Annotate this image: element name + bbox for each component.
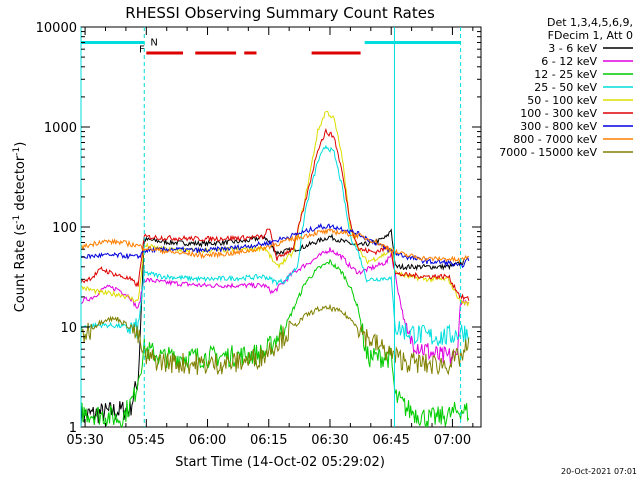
x-tick-label: 06:15: [250, 433, 287, 448]
legend-header-line2: FDecim 1, Att 0: [548, 29, 633, 42]
legend-label: 3 - 6 keV: [548, 42, 597, 55]
series-group: [80, 110, 470, 429]
series-line: [80, 228, 465, 427]
footer-date: 20-Oct-2021 07:01: [561, 467, 637, 476]
y-tick-label: 100: [52, 221, 77, 236]
x-tick-label: 05:45: [128, 433, 165, 448]
series-line: [80, 110, 470, 307]
y-axis-label: Count Rate (s-1 detector-1): [12, 142, 28, 313]
legend-label: 25 - 50 keV: [534, 81, 597, 94]
legend: Det 1,3,4,5,6,9, FDecim 1, Att 0 3 - 6 k…: [499, 16, 633, 159]
legend-label: 7000 - 15000 keV: [499, 146, 597, 159]
x-axis-label: Start Time (14-Oct-02 05:29:02): [175, 455, 385, 470]
y-axis-label-part3: ): [13, 142, 28, 147]
plot-frame: [80, 26, 482, 428]
x-tick-label: 06:30: [311, 433, 348, 448]
legend-label: 800 - 7000 keV: [513, 133, 597, 146]
series-line: [80, 222, 470, 269]
y-axis-label-part1: Count Rate (s: [13, 224, 28, 313]
x-tick-label: 07:00: [434, 433, 471, 448]
y-axis-label-sup1: -1: [12, 215, 22, 224]
series-line: [80, 303, 470, 376]
y-tick-label: 1: [69, 421, 77, 436]
series-line: [80, 144, 470, 347]
legend-label: 300 - 800 keV: [520, 120, 597, 133]
y-axis-label-part2: detector: [13, 155, 28, 215]
x-tick-label: 06:00: [189, 433, 226, 448]
plot-area: [80, 26, 482, 428]
flag-marker-label: F: [139, 44, 145, 55]
y-tick-label: 1000: [44, 121, 77, 136]
x-tick-label: 06:45: [372, 433, 409, 448]
x-axis: 05:30 05:45 06:00 06:15 06:30 06:45 07:00: [66, 27, 474, 448]
y-tick-label: 10000: [36, 21, 77, 36]
legend-label: 100 - 300 keV: [520, 107, 597, 120]
series-line: [80, 127, 470, 301]
overlay-group: NF: [80, 27, 462, 427]
y-axis: 1 10 100 1000 10000: [36, 21, 481, 436]
series-line: [80, 228, 470, 264]
flag-marker-label: N: [150, 37, 157, 48]
y-tick-label: 10: [60, 321, 77, 336]
x-tick-label: 05:30: [66, 433, 103, 448]
legend-header-line1: Det 1,3,4,5,6,9,: [547, 16, 633, 29]
series-line: [80, 247, 470, 365]
chart-title: RHESSI Observing Summary Count Rates: [125, 4, 435, 22]
legend-label: 6 - 12 keV: [541, 55, 597, 68]
y-axis-label-sup2: -1: [12, 147, 22, 156]
legend-label: 12 - 25 keV: [534, 68, 597, 81]
legend-label: 50 - 100 keV: [527, 94, 597, 107]
